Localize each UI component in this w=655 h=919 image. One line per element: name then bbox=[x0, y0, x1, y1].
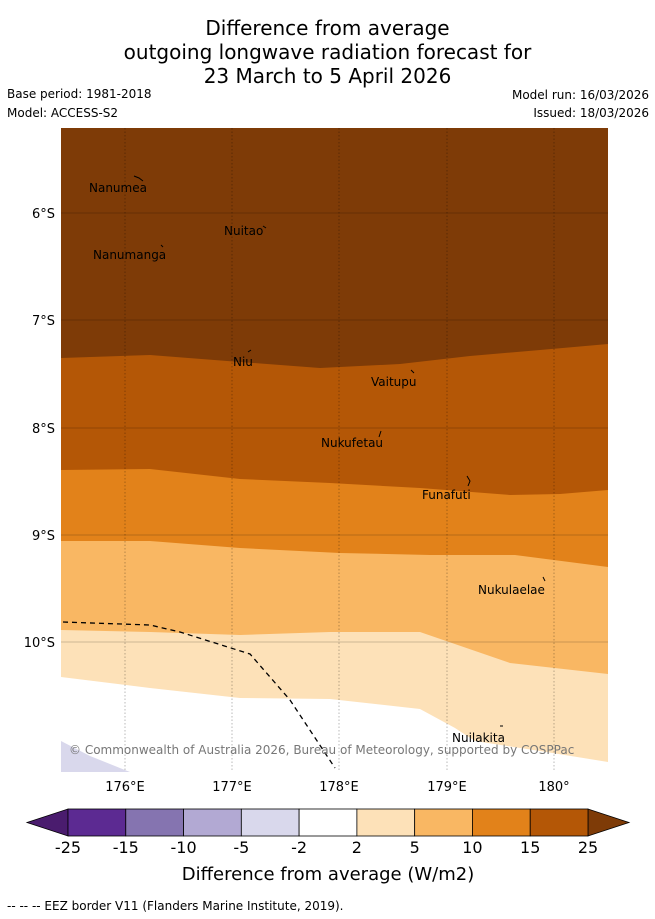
island-nukulaelae bbox=[542, 576, 546, 582]
colorbar-title: Difference from average (W/m2) bbox=[182, 864, 474, 885]
lon-label-179e: 179°E bbox=[427, 780, 467, 795]
model-run: Model run: 16/03/2026 bbox=[511, 88, 649, 102]
colorbar-box bbox=[125, 808, 184, 837]
band-normal bbox=[61, 677, 608, 772]
colorbar-box bbox=[414, 808, 473, 837]
place-nukufetau: Nukufetau bbox=[321, 436, 383, 450]
colorbar-tick-label: 10 bbox=[462, 838, 482, 857]
colorbar-tick-label: -25 bbox=[55, 838, 81, 857]
colorbar-box bbox=[183, 808, 242, 837]
colorbar-tick-label: -10 bbox=[170, 838, 196, 857]
colorbar-box bbox=[529, 808, 589, 837]
colorbar-box bbox=[240, 808, 300, 837]
island-nuitao bbox=[262, 225, 267, 229]
lat-label-8s: 8°S bbox=[32, 422, 55, 437]
map-panel[interactable]: Nanumea Nuitao Nanumanga Niu Vaitupu Nuk… bbox=[61, 128, 608, 772]
lat-label-6s: 6°S bbox=[32, 207, 55, 222]
eez-footnote: -- -- -- EEZ border V11 (Flanders Marine… bbox=[7, 899, 344, 913]
colorbar-tick-label: -5 bbox=[233, 838, 249, 857]
lon-label-177e: 177°E bbox=[212, 780, 252, 795]
lat-label-9s: 9°S bbox=[32, 529, 55, 544]
title-line-1: Difference from average bbox=[205, 16, 450, 40]
colorbar-tick-label: 25 bbox=[578, 838, 598, 857]
colorbar-tick-label: 5 bbox=[410, 838, 420, 857]
place-niu: Niu bbox=[233, 355, 253, 369]
lon-gridlines bbox=[124, 128, 555, 772]
lon-label-180: 180° bbox=[538, 780, 569, 795]
place-nuilakita: Nuilakita bbox=[452, 731, 505, 745]
base-period: Base period: 1981-2018 bbox=[7, 87, 152, 101]
colorbar-box bbox=[356, 808, 416, 837]
band-minus-2-minus-5 bbox=[61, 741, 130, 772]
colorbar-box bbox=[298, 808, 358, 837]
island-nanumanga bbox=[160, 244, 164, 248]
colorbar-tick-label: -15 bbox=[113, 838, 139, 857]
issued-date: Issued: 18/03/2026 bbox=[533, 106, 649, 120]
colorbar-extend-low bbox=[25, 808, 69, 837]
colorbar-tick-label: -2 bbox=[291, 838, 307, 857]
place-nukulaelae: Nukulaelae bbox=[478, 583, 545, 597]
colorbar-tick-label: 15 bbox=[520, 838, 540, 857]
colorbar: -25 -15 -10 -5 -2 2 5 10 15 25 bbox=[25, 808, 631, 857]
island-vaitupu bbox=[410, 369, 415, 374]
colorbar-tick-label: 2 bbox=[352, 838, 362, 857]
place-nanumanga: Nanumanga bbox=[93, 248, 166, 262]
chart-title: Difference from average outgoing longwav… bbox=[0, 16, 655, 88]
island-shapes bbox=[133, 175, 546, 727]
eez-border bbox=[62, 621, 336, 769]
island-funafuti bbox=[466, 475, 471, 487]
colorbar-extend-high bbox=[587, 808, 631, 837]
title-line-2: outgoing longwave radiation forecast for bbox=[123, 40, 532, 64]
lat-label-7s: 7°S bbox=[32, 314, 55, 329]
place-vaitupu: Vaitupu bbox=[371, 375, 417, 389]
lon-label-176e: 176°E bbox=[105, 780, 145, 795]
island-niu bbox=[247, 349, 252, 353]
lon-label-178e: 178°E bbox=[319, 780, 359, 795]
place-nuitao: Nuitao bbox=[224, 224, 263, 238]
island-nukufetau bbox=[378, 430, 382, 438]
place-funafuti: Funafuti bbox=[422, 488, 471, 502]
place-nanumea: Nanumea bbox=[89, 181, 147, 195]
colorbar-box bbox=[472, 808, 531, 837]
model-name: Model: ACCESS-S2 bbox=[7, 106, 119, 120]
copyright-watermark: © Commonwealth of Australia 2026, Bureau… bbox=[69, 743, 574, 757]
title-line-3: 23 March to 5 April 2026 bbox=[203, 64, 452, 88]
gridlines bbox=[61, 212, 608, 643]
lat-label-10s: 10°S bbox=[24, 636, 55, 651]
island-nanumea bbox=[133, 175, 144, 182]
colorbar-box bbox=[67, 808, 127, 837]
